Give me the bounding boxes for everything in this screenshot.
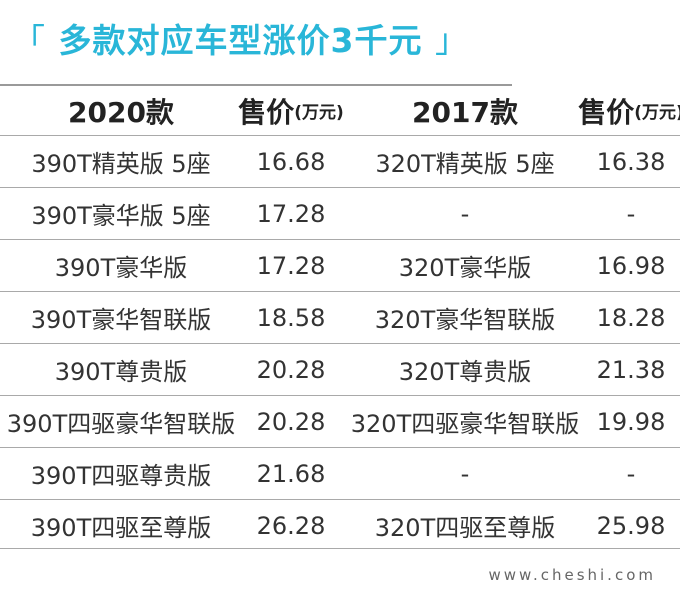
table-row: 390T豪华版 17.28 320T豪华版 16.98 xyxy=(0,240,680,292)
model-2017-cell: 320T精英版 5座 xyxy=(375,150,555,178)
header-2017-price: 售价 (万元) xyxy=(578,86,680,135)
price-2020-cell: 26.28 xyxy=(256,511,326,540)
header-2020-model: 2020款 xyxy=(68,95,174,129)
table-row: 390T豪华版 5座 17.28 - - xyxy=(0,188,680,240)
model-2020-cell: 390T精英版 5座 xyxy=(31,150,211,178)
price-2020-cell: 17.28 xyxy=(256,199,326,228)
model-2017-cell: 320T四驱豪华智联版 xyxy=(350,410,580,438)
price-2017-cell: - xyxy=(626,199,636,228)
footer-divider xyxy=(0,548,680,549)
title-bar: 「 多款对应车型涨价3千元 」 xyxy=(0,0,680,84)
model-2020-cell: 390T四驱豪华智联版 xyxy=(6,410,236,438)
price-table: 2020款 售价 (万元) 2017款 售价 (万元) 390T精英版 5座 16.… xyxy=(0,86,680,551)
model-2017-cell: - xyxy=(460,459,470,488)
header-2020-price-unit: (万元) xyxy=(294,103,344,123)
table-row: 390T四驱豪华智联版 20.28 320T四驱豪华智联版 19.98 xyxy=(0,396,680,448)
table-row: 390T四驱至尊版 26.28 320T四驱至尊版 25.98 xyxy=(0,500,680,551)
price-2020-cell: 21.68 xyxy=(256,459,326,488)
header-2017-price-label: 售价 xyxy=(578,95,635,129)
header-2017-price-unit: (万元) xyxy=(634,103,680,123)
price-2020-cell: 20.28 xyxy=(256,355,326,384)
title-close-bracket: 」 xyxy=(434,21,469,60)
header-2020-price: 售价 (万元) xyxy=(238,86,344,135)
model-2020-cell: 390T豪华版 xyxy=(54,254,188,282)
price-2017-cell: 19.98 xyxy=(596,407,666,436)
model-2020-cell: 390T尊贵版 xyxy=(54,358,188,386)
model-2020-cell: 390T豪华智联版 xyxy=(30,306,212,334)
model-2020-cell: 390T四驱尊贵版 xyxy=(30,462,212,490)
table-row: 390T精英版 5座 16.68 320T精英版 5座 16.38 xyxy=(0,136,680,188)
price-2020-cell: 16.68 xyxy=(256,147,326,176)
table-header-row: 2020款 售价 (万元) 2017款 售价 (万元) xyxy=(0,86,680,136)
title-open-bracket: 「 xyxy=(12,21,46,60)
model-2017-cell: 320T尊贵版 xyxy=(398,358,532,386)
price-2017-cell: 16.98 xyxy=(596,251,666,280)
title-text: 多款对应车型涨价3千元 xyxy=(58,21,423,60)
title-divider xyxy=(0,84,512,86)
watermark: www.cheshi.com xyxy=(488,566,656,584)
price-2017-cell: 21.38 xyxy=(596,355,666,384)
price-2020-cell: 17.28 xyxy=(256,251,326,280)
page-title: 「 多款对应车型涨价3千元 」 xyxy=(12,14,469,62)
price-2017-cell: 18.28 xyxy=(596,303,666,332)
table-row: 390T尊贵版 20.28 320T尊贵版 21.38 xyxy=(0,344,680,396)
table-row: 390T豪华智联版 18.58 320T豪华智联版 18.28 xyxy=(0,292,680,344)
model-2017-cell: - xyxy=(460,199,470,228)
price-2020-cell: 20.28 xyxy=(256,407,326,436)
price-2017-cell: - xyxy=(626,459,636,488)
table-row: 390T四驱尊贵版 21.68 - - xyxy=(0,448,680,500)
price-2017-cell: 16.38 xyxy=(596,147,666,176)
header-2020-price-label: 售价 xyxy=(238,95,295,129)
price-2017-cell: 25.98 xyxy=(596,511,666,540)
model-2017-cell: 320T四驱至尊版 xyxy=(374,514,556,542)
header-2017-model: 2017款 xyxy=(412,95,518,129)
model-2017-cell: 320T豪华版 xyxy=(398,254,532,282)
model-2020-cell: 390T四驱至尊版 xyxy=(30,514,212,542)
price-2020-cell: 18.58 xyxy=(256,303,326,332)
model-2020-cell: 390T豪华版 5座 xyxy=(31,202,211,230)
model-2017-cell: 320T豪华智联版 xyxy=(374,306,556,334)
